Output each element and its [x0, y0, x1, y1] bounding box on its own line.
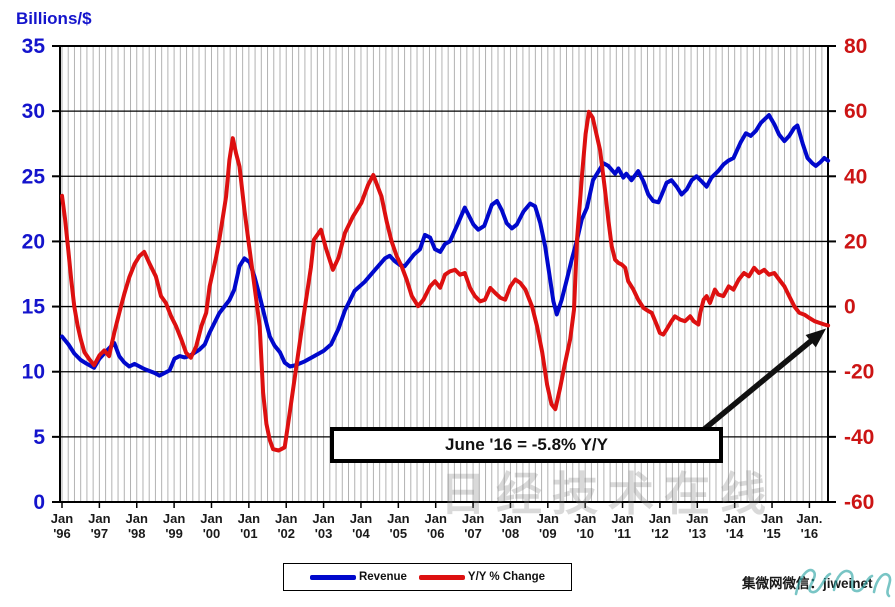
left-axis-title: Billions/$: [16, 9, 92, 28]
x-axis-tick-label: Jan '11: [611, 511, 633, 541]
x-axis-tick-label: Jan '97: [88, 511, 110, 541]
yoy-change-line: [60, 109, 831, 453]
right-axis-tick-label: -60: [844, 491, 874, 514]
right-axis-tick-label: 40: [844, 165, 867, 188]
right-axis-tick-label: -20: [844, 361, 874, 384]
x-axis-tick-label: Jan '01: [238, 511, 260, 541]
legend-label-revenue: Revenue: [358, 571, 407, 583]
x-axis-tick-label: Jan '04: [350, 511, 372, 541]
left-axis-tick-label: 15: [22, 296, 46, 319]
plot-border: [59, 45, 829, 503]
x-axis-tick-label: Jan '99: [163, 511, 185, 541]
legend-label-yoy: Y/Y % Change: [467, 571, 546, 583]
right-axis-tick-label: -40: [844, 426, 874, 449]
x-axis-tick-label: Jan '03: [312, 511, 334, 541]
x-axis-tick-label: Jan '08: [499, 511, 521, 541]
legend-item-yoy: Y/Y % Change: [418, 571, 546, 583]
annotation-arrow-shaft: [700, 333, 819, 434]
legend: Revenue Y/Y % Change: [283, 563, 572, 591]
revenue-line-swatch: [309, 574, 356, 580]
left-axis-tick-label: 20: [22, 230, 45, 253]
x-axis-tick-label: Jan '07: [462, 511, 484, 541]
revenue-line: [60, 113, 831, 378]
x-axis-tick-label: Jan '00: [200, 511, 222, 541]
x-axis-tick-label: Jan '10: [574, 511, 596, 541]
left-axis-tick-label: 30: [22, 100, 45, 123]
annotation-callout-box: June '16 = -5.8% Y/Y: [330, 427, 723, 463]
legend-item-revenue: Revenue: [309, 571, 407, 583]
yoy-line-swatch: [418, 574, 465, 580]
right-axis-tick-label: 20: [844, 230, 867, 253]
right-axis-tick-label: 60: [844, 100, 867, 123]
right-axis-tick-label: 0: [844, 296, 856, 319]
left-axis-tick-label: 0: [33, 491, 45, 514]
annotation-arrow-head: [805, 328, 827, 348]
x-axis-tick-label: Jan '05: [387, 511, 409, 541]
left-axis-tick-label: 10: [22, 361, 45, 384]
x-axis-tick-label: Jan '02: [275, 511, 297, 541]
left-axis-tick-label: 5: [33, 426, 45, 449]
x-axis-tick-label: Jan '98: [126, 511, 148, 541]
x-axis-tick-label: Jan '96: [51, 511, 73, 541]
x-axis-tick-label: Jan '06: [424, 511, 446, 541]
annotation-callout-text: June '16 = -5.8% Y/Y: [445, 435, 608, 454]
right-axis-tick-label: 80: [844, 35, 867, 58]
credit-watermark-text: 集微网微信：jiweinet: [742, 576, 873, 591]
x-axis-tick-label: Jan '15: [761, 511, 783, 541]
left-axis-tick-label: 35: [22, 35, 46, 58]
left-axis-tick-label: 25: [22, 165, 46, 188]
x-axis-tick-label: Jan '09: [537, 511, 559, 541]
x-axis-tick-label: Jan '13: [686, 511, 708, 541]
x-axis-tick-label: Jan '12: [649, 511, 671, 541]
x-axis-tick-label: Jan. '16: [796, 511, 822, 541]
x-axis-tick-label: Jan '14: [723, 511, 745, 541]
